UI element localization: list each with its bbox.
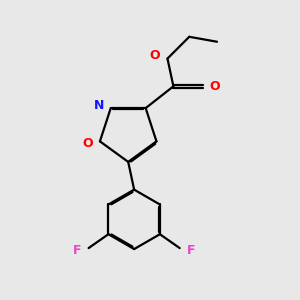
Text: F: F xyxy=(187,244,196,256)
Text: O: O xyxy=(210,80,220,93)
Text: O: O xyxy=(83,137,93,150)
Text: F: F xyxy=(73,244,81,256)
Text: O: O xyxy=(149,49,160,62)
Text: N: N xyxy=(94,99,104,112)
